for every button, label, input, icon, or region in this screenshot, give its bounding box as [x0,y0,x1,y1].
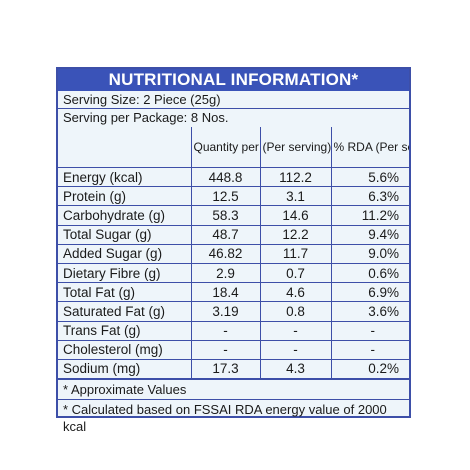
value-per-100g: 46.82 [190,243,261,264]
nutrient-name: Dietary Fibre (g) [58,262,192,284]
value-per-100g: 3.19 [190,301,261,322]
nutrient-name: Added Sugar (g) [58,243,192,264]
table-row: Saturated Fat (g) 3.19 0.8 3.6% [58,301,409,322]
nutrient-name: Energy (kcal) [58,167,192,188]
value-per-serving: 112.2 [259,167,332,188]
value-per-serving: 12.2 [259,224,332,245]
value-rda: 0.6% [330,262,409,284]
header-per-100g: Quantity per 100 g [190,127,261,168]
header-nutrient [58,127,192,168]
label-title: NUTRITIONAL INFORMATION* [58,69,409,91]
header-per-serving: (Per serving)* (25g) [259,127,332,168]
value-rda: 0.2% [330,358,409,380]
value-per-100g: 48.7 [190,224,261,245]
footnote-approx: * Approximate Values [58,379,409,399]
table-row: Trans Fat (g) - - - [58,320,409,341]
value-rda: - [330,320,409,341]
value-per-100g: - [190,339,261,360]
value-per-100g: 12.5 [190,186,261,207]
nutrient-name: Trans Fat (g) [58,320,192,341]
value-rda: 11.2% [330,205,409,226]
value-rda: 9.0% [330,243,409,264]
table-row: Sodium (mg) 17.3 4.3 0.2% [58,358,409,380]
value-per-100g: 58.3 [190,205,261,226]
nutrient-name: Protein (g) [58,186,192,207]
serving-size: Serving Size: 2 Piece (25g) [58,91,409,109]
value-per-100g: - [190,320,261,341]
value-per-100g: 18.4 [190,282,261,303]
table-row: Protein (g) 12.5 3.1 6.3% [58,186,409,207]
header-rda: % RDA (Per serving)* [330,127,409,168]
value-rda: 6.9% [330,282,409,303]
value-rda: 9.4% [330,224,409,245]
value-per-100g: 17.3 [190,358,261,380]
nutrition-table: Quantity per 100 g (Per serving)* (25g) … [58,127,409,380]
value-per-serving: 4.3 [259,358,332,380]
table-row: Added Sugar (g) 46.82 11.7 9.0% [58,243,409,264]
value-rda: 5.6% [330,167,409,188]
value-per-serving: 4.6 [259,282,332,303]
table-row: Dietary Fibre (g) 2.9 0.7 0.6% [58,262,409,284]
nutrient-name: Saturated Fat (g) [58,301,192,322]
table-header-row: Quantity per 100 g (Per serving)* (25g) … [58,127,409,168]
value-per-serving: 3.1 [259,186,332,207]
value-per-serving: 0.8 [259,301,332,322]
value-per-serving: 11.7 [259,243,332,264]
value-rda: 6.3% [330,186,409,207]
value-per-100g: 2.9 [190,262,261,284]
value-per-serving: - [259,339,332,360]
nutrient-name: Carbohydrate (g) [58,205,192,226]
value-per-serving: 14.6 [259,205,332,226]
table-row: Total Sugar (g) 48.7 12.2 9.4% [58,224,409,245]
value-rda: 3.6% [330,301,409,322]
value-per-100g: 448.8 [190,167,261,188]
footnote-rda: * Calculated based on FSSAI RDA energy v… [58,399,409,436]
table-row: Total Fat (g) 18.4 4.6 6.9% [58,282,409,303]
servings-per-package: Serving per Package: 8 Nos. [63,110,229,125]
value-rda: - [330,339,409,360]
nutrient-name: Total Sugar (g) [58,224,192,245]
table-row: Carbohydrate (g) 58.3 14.6 11.2% [58,205,409,226]
table-row: Energy (kcal) 448.8 112.2 5.6% [58,167,409,188]
nutrient-name: Cholesterol (mg) [58,339,192,360]
nutrition-label: NUTRITIONAL INFORMATION* Serving Size: 2… [56,67,411,434]
nutrient-name: Total Fat (g) [58,282,192,303]
value-per-serving: 0.7 [259,262,332,284]
table-row: Cholesterol (mg) - - - [58,339,409,360]
value-per-serving: - [259,320,332,341]
nutrient-name: Sodium (mg) [58,358,192,380]
